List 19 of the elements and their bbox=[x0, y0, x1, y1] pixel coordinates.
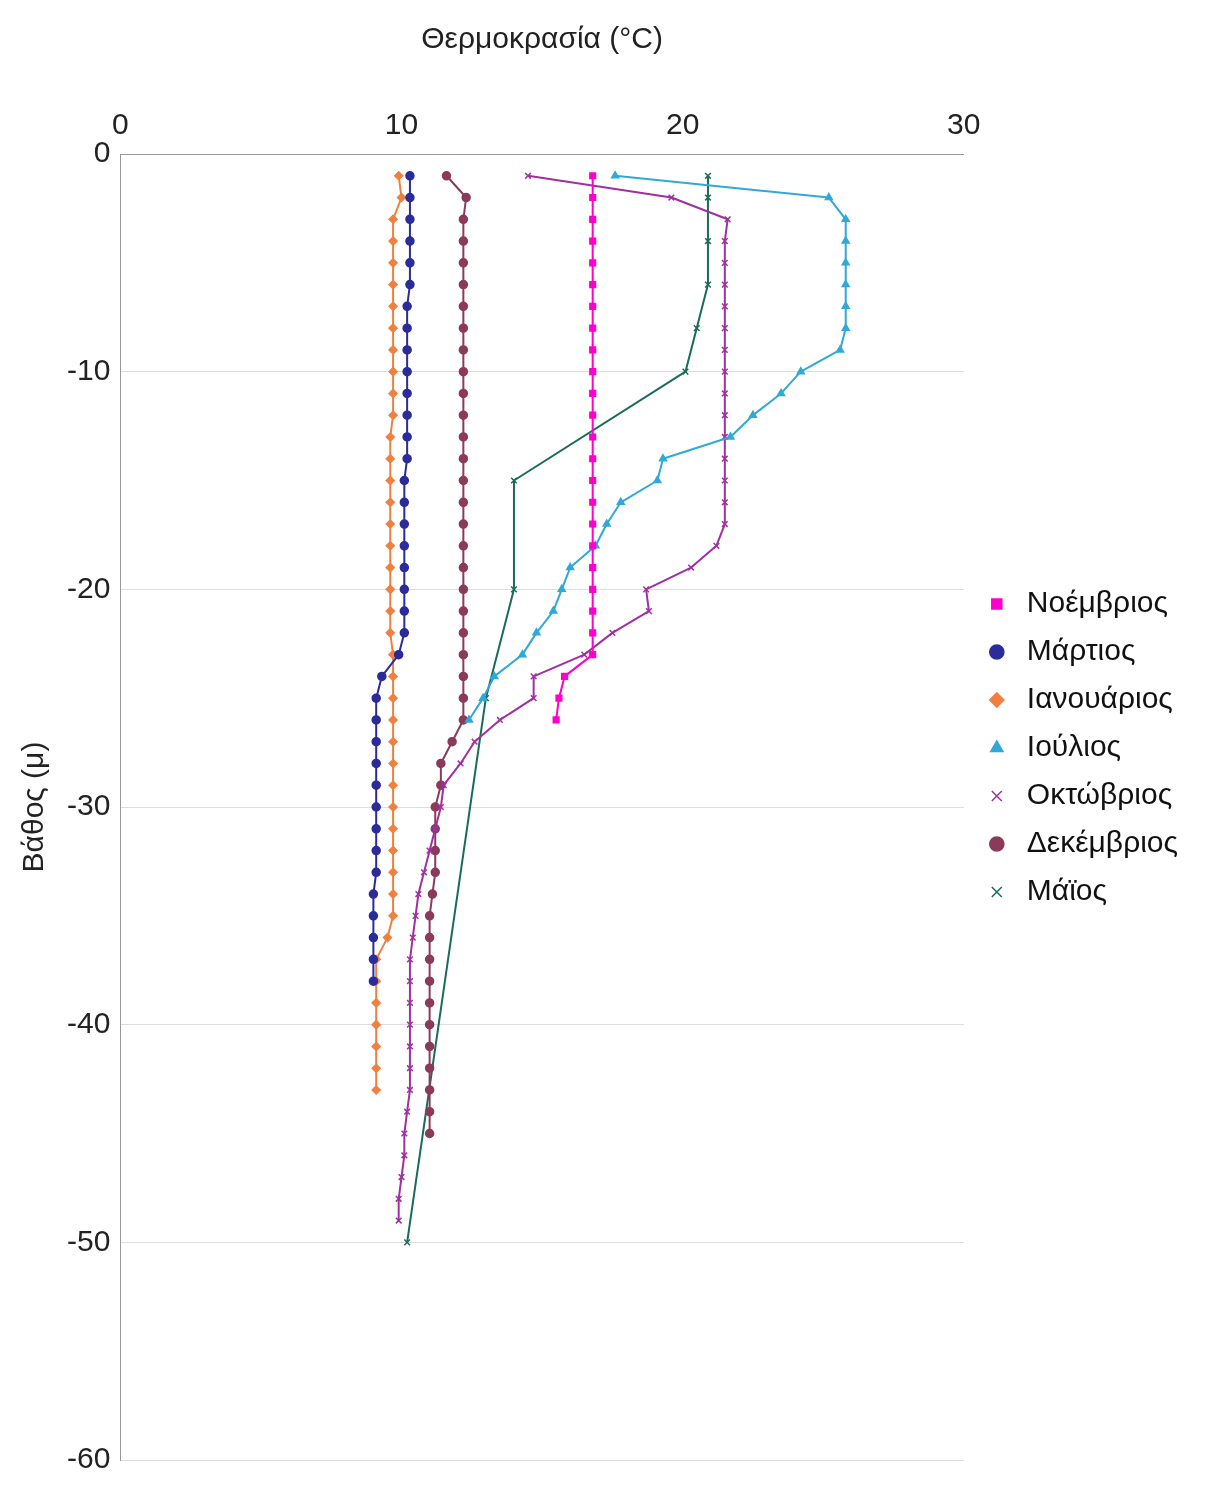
y-tick-label: 0 bbox=[93, 135, 111, 169]
y-axis-title: Βάθος (μ) bbox=[16, 741, 50, 873]
y-tick-label: -30 bbox=[67, 788, 111, 822]
y-tick-label: -20 bbox=[67, 570, 111, 604]
x-tick-label: 30 bbox=[947, 107, 981, 141]
y-tick-label: -10 bbox=[67, 352, 111, 386]
y-tick-label: -50 bbox=[67, 1223, 111, 1257]
legend-label: Ιούλιος bbox=[1026, 729, 1122, 763]
y-tick-label: -40 bbox=[67, 1005, 111, 1039]
legend-label: Ιανουάριος bbox=[1026, 681, 1173, 715]
legend-label: Μάρτιος bbox=[1026, 633, 1136, 667]
x-axis-title: Θερμοκρασία (°C) bbox=[421, 21, 663, 55]
legend-label: Οκτώβριος bbox=[1026, 777, 1173, 811]
x-tick-label: 10 bbox=[384, 107, 419, 141]
legend-label: Νοέμβριος bbox=[1026, 585, 1168, 619]
y-tick-label: -60 bbox=[67, 1441, 111, 1475]
legend-label: Δεκέμβριος bbox=[1026, 825, 1178, 859]
legend-label: Μάϊος bbox=[1026, 873, 1107, 907]
x-tick-label: 20 bbox=[665, 107, 700, 141]
